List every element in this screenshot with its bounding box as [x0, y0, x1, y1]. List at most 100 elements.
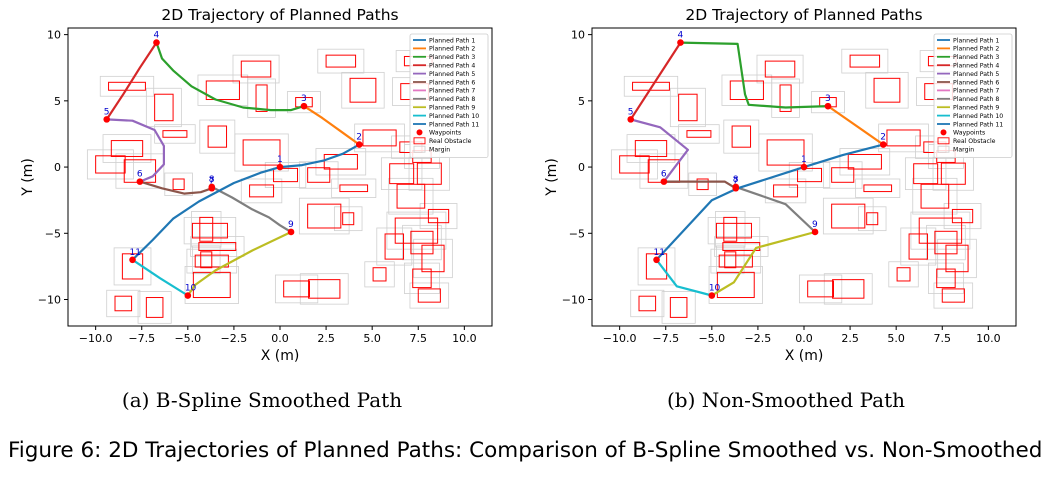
- obstacle-margin: [286, 91, 321, 114]
- obstacle-rect: [941, 288, 965, 303]
- paths-layer: [629, 41, 885, 297]
- obstacle-margin: [247, 78, 276, 118]
- legend-label: Planned Path 5: [429, 71, 475, 78]
- legend-label: Planned Path 7: [953, 88, 999, 95]
- y-tick-label: 0: [578, 161, 585, 174]
- obstacle-rect: [773, 184, 799, 198]
- legend-label: Planned Path 2: [429, 46, 475, 53]
- x-tick-label: 10.0: [976, 332, 1001, 345]
- obstacle-rect: [242, 139, 281, 166]
- obstacle-rect: [417, 288, 441, 303]
- waypoint-label: 5: [104, 107, 110, 117]
- obstacle-margin: [678, 124, 720, 144]
- obstacle-rect: [273, 167, 299, 183]
- x-tick-label: 2.5: [841, 332, 859, 345]
- obstacle-margin: [191, 211, 222, 248]
- obstacle-margin: [865, 71, 909, 109]
- waypoint-label: 9: [812, 220, 818, 230]
- legend-label: Planned Path 3: [429, 54, 475, 61]
- obstacle-margin: [943, 203, 982, 230]
- obstacle-margin: [771, 78, 800, 118]
- obstacle-rect: [416, 162, 442, 185]
- waypoint-marker: [677, 39, 684, 46]
- obstacle-margin: [639, 153, 689, 189]
- waypoint-label: 1: [801, 155, 807, 165]
- obstacle-rect: [162, 130, 188, 138]
- series-line-4: [105, 41, 158, 121]
- obstacle-margin: [661, 291, 696, 324]
- waypoint-label: 11: [654, 248, 665, 258]
- obstacle-rect: [715, 222, 752, 239]
- obstacle-margin: [823, 273, 873, 305]
- waypoints-layer: 1 2 3 4 5 6 78 9 10 11: [103, 31, 363, 299]
- obstacle-rect: [913, 163, 939, 185]
- legend-label: Planned Path 5: [953, 71, 999, 78]
- obstacle-rect: [831, 203, 866, 229]
- y-tick-label: −5: [569, 227, 585, 240]
- series-line-2: [302, 105, 361, 146]
- y-tick-label: −5: [45, 227, 61, 240]
- waypoint-label: 6: [661, 170, 667, 180]
- series-line-1: [278, 143, 361, 169]
- waypoint-label: 10: [709, 284, 721, 294]
- obstacle-rect: [412, 268, 432, 289]
- obstacle-margin: [714, 236, 769, 257]
- obstacle-rect: [199, 216, 214, 242]
- waypoint-marker: [184, 292, 192, 299]
- legend-label: Planned Path 4: [953, 63, 999, 70]
- obstacle-margin: [688, 172, 717, 196]
- legend-label: Real Obstacle: [953, 138, 996, 145]
- legend-swatch-obstacle: [937, 137, 950, 145]
- obstacle-margin: [264, 162, 307, 188]
- obstacle-margin: [380, 157, 423, 190]
- obstacle-margin: [756, 54, 804, 84]
- legend-swatch-margin: [937, 145, 950, 153]
- waypoint-label: 8: [733, 175, 739, 185]
- obstacle-margin: [145, 87, 182, 128]
- y-tick-label: −10: [562, 294, 585, 307]
- obstacle-rect: [339, 184, 369, 193]
- legend-label: Real Obstacle: [429, 138, 472, 145]
- waypoint-marker: [708, 292, 716, 299]
- waypoint-label: 5: [628, 107, 634, 117]
- obstacle-margin: [274, 274, 319, 304]
- obstacle-rect: [192, 271, 231, 299]
- obstacle-rect: [110, 140, 144, 157]
- obstacle-rect: [394, 217, 439, 244]
- waypoint-label: 2: [880, 133, 886, 143]
- legend-label: Planned Path 11: [429, 121, 479, 128]
- obstacle-margin: [855, 178, 901, 198]
- waypoint-marker: [824, 102, 832, 110]
- legend-swatch-waypoint: [416, 129, 423, 136]
- obstacle-rect: [645, 253, 668, 280]
- obstacle-margin: [102, 134, 152, 163]
- obstacle-margin: [317, 48, 365, 74]
- obstacle-rect: [255, 84, 268, 112]
- waypoint-marker: [129, 256, 136, 264]
- x-axis-label: X (m): [785, 348, 824, 364]
- waypoint-label: 2: [356, 133, 362, 143]
- obstacle-rect: [396, 183, 426, 209]
- obstacle-margin: [113, 247, 152, 286]
- obstacle-rect: [308, 279, 341, 299]
- obstacle-rect: [696, 178, 709, 191]
- obstacle-rect: [372, 267, 387, 282]
- obstacle-rect: [716, 271, 755, 299]
- x-tick-label: 7.5: [410, 332, 428, 345]
- obstacle-rect: [634, 140, 668, 157]
- legend-box: [933, 33, 1013, 158]
- obstacle-rect: [191, 222, 228, 239]
- x-tick-label: 7.5: [934, 332, 952, 345]
- obstacle-margin: [232, 54, 280, 84]
- trajectory-chart-a: 2D Trajectory of Planned Paths 1234567891…: [20, 6, 493, 364]
- legend-swatch-obstacle: [413, 137, 426, 145]
- x-tick-label: −2.5: [745, 332, 772, 345]
- waypoint-label: 9: [288, 220, 294, 230]
- chart-title: 2D Trajectory of Planned Paths: [161, 6, 398, 24]
- x-tick-label: 2.5: [317, 332, 335, 345]
- waypoint-marker: [660, 178, 668, 185]
- obstacle-margin: [764, 178, 807, 204]
- obstacle-margin: [857, 206, 887, 232]
- waypoint-label: 11: [130, 248, 141, 258]
